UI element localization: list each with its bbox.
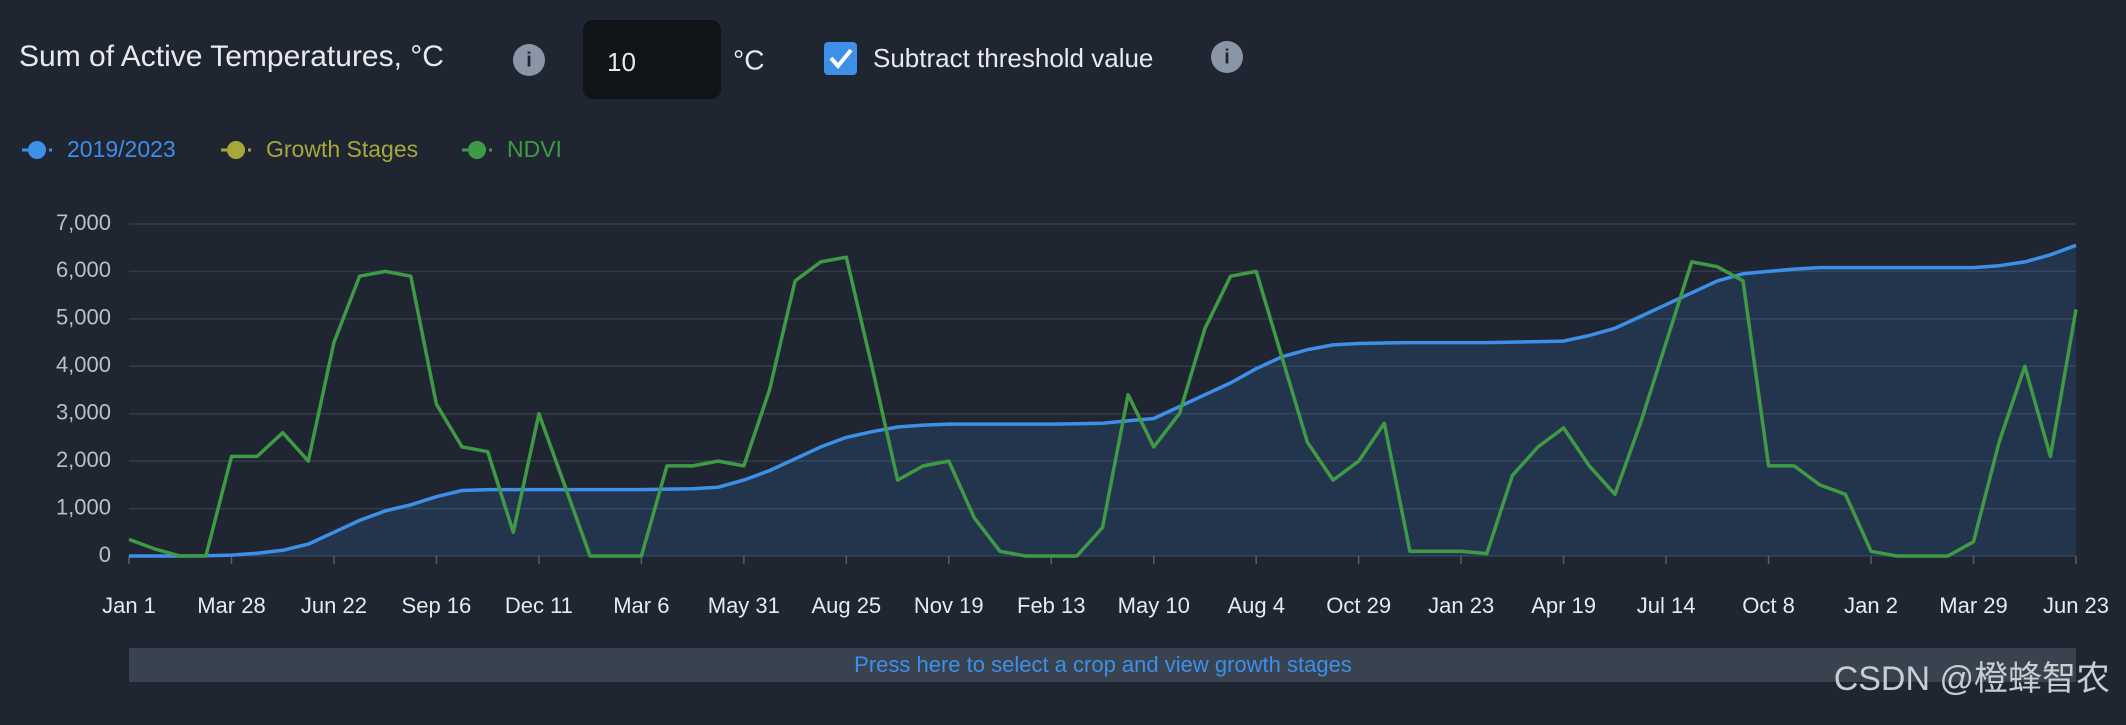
- info-icon[interactable]: i: [1211, 41, 1243, 73]
- threshold-input[interactable]: [583, 20, 721, 99]
- y-tick-label: 6,000: [56, 257, 111, 282]
- threshold-value: 10: [607, 47, 636, 77]
- x-tick-label: Mar 29: [1939, 593, 2007, 618]
- x-tick-label: Oct 29: [1326, 593, 1391, 618]
- x-tick-label: Apr 19: [1531, 593, 1596, 618]
- y-tick-label: 2,000: [56, 447, 111, 472]
- checkbox-label: Subtract threshold value: [873, 43, 1153, 73]
- checkbox[interactable]: [824, 42, 857, 75]
- svg-text:i: i: [1224, 46, 1230, 68]
- line: [129, 243, 2077, 558]
- x-tick-label: Mar 6: [613, 593, 669, 618]
- legend-marker: [468, 141, 486, 159]
- legend: 2019/2023 Growth Stages NDVI: [22, 136, 562, 162]
- x-tick-label: Oct 8: [1742, 593, 1795, 618]
- x-tick-label: Jun 22: [301, 593, 367, 618]
- x-tick-label: Nov 19: [914, 593, 984, 618]
- x-tick-label: May 10: [1118, 593, 1190, 618]
- y-tick-label: 5,000: [56, 305, 111, 330]
- y-tick-label: 7,000: [56, 210, 111, 235]
- title: Sum of Active Temperatures, °C: [19, 40, 444, 73]
- checkbox-box: [824, 42, 857, 75]
- crop-bar[interactable]: [129, 648, 2076, 682]
- crop-bar-text: Press here to select a crop and view gro…: [854, 652, 1352, 677]
- x-tick-label: Dec 11: [505, 593, 573, 618]
- plot: 0 1,000 2,000 3,000 4,000 5,000 6,000 7,000 Jan …: [56, 210, 2109, 618]
- legend-label: 2019/2023: [67, 136, 176, 162]
- svg-text:i: i: [526, 49, 532, 71]
- area: [129, 245, 2076, 557]
- x-tick-label: Feb 13: [1017, 593, 1086, 618]
- y-tick-label: 1,000: [56, 494, 111, 519]
- line: [128, 255, 2078, 558]
- y-tick-label: 0: [99, 542, 111, 567]
- y-tick-label: 4,000: [56, 352, 111, 377]
- threshold-unit: °C: [733, 44, 764, 75]
- x-tick-label: Jan 2: [1844, 593, 1898, 618]
- x-tick-label: Jul 14: [1637, 593, 1696, 618]
- watermark: CSDN @橙蜂智农: [1834, 660, 2110, 698]
- legend-marker: [28, 141, 46, 159]
- legend-label: Growth Stages: [266, 136, 418, 162]
- x-tick-label: Sep 16: [402, 593, 472, 618]
- info-icon[interactable]: i: [513, 44, 545, 76]
- x-tick-label: Aug 4: [1227, 593, 1285, 618]
- checkmark: [829, 48, 853, 70]
- legend-marker: [227, 141, 245, 159]
- y-tick-label: 3,000: [56, 400, 111, 425]
- x-tick-label: Mar 28: [197, 593, 265, 618]
- x-tick-label: Jun 23: [2043, 593, 2109, 618]
- x-tick-label: Jan 23: [1428, 593, 1494, 618]
- x-tick-label: Aug 25: [811, 593, 881, 618]
- x-tick-label: May 31: [708, 593, 780, 618]
- x-tick-label: Jan 1: [102, 593, 156, 618]
- legend-label: NDVI: [507, 136, 562, 162]
